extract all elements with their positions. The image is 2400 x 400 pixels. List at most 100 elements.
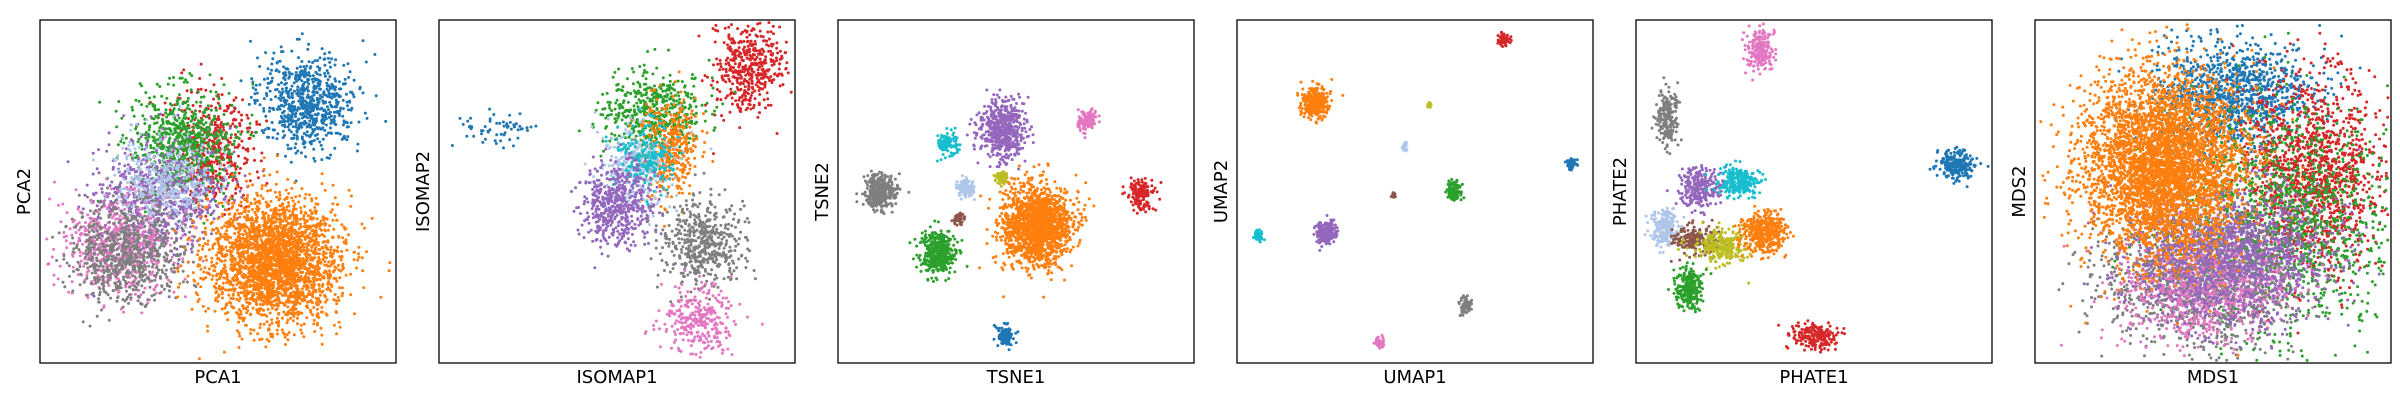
data-point (178, 282, 182, 286)
data-point (185, 144, 189, 147)
data-point (117, 280, 121, 283)
data-point (105, 255, 109, 259)
data-point (222, 113, 226, 116)
data-point (134, 232, 138, 236)
data-point (127, 201, 131, 205)
data-point (160, 220, 164, 224)
data-point (288, 72, 292, 76)
data-point (222, 179, 226, 183)
data-point (291, 119, 295, 123)
data-point (98, 100, 102, 104)
data-point (169, 148, 173, 152)
data-point (301, 107, 305, 110)
data-point (177, 178, 181, 182)
data-point (335, 302, 339, 306)
data-point (251, 80, 255, 84)
data-point (320, 121, 324, 125)
data-point (305, 116, 309, 120)
data-point (99, 199, 103, 203)
data-point (165, 253, 169, 257)
data-point (327, 131, 330, 135)
data-point (341, 114, 345, 118)
data-point (263, 128, 267, 132)
data-point (325, 84, 329, 88)
data-point (136, 230, 140, 234)
data-point (107, 143, 111, 147)
data-point (206, 179, 210, 183)
data-point (189, 225, 193, 229)
data-point (293, 108, 297, 112)
data-point (253, 158, 256, 162)
data-point (186, 132, 190, 136)
data-point (222, 122, 226, 126)
data-point (163, 189, 167, 193)
data-point (84, 252, 88, 256)
data-point (338, 132, 342, 136)
data-point (237, 346, 241, 349)
data-point (104, 244, 107, 248)
data-point (172, 270, 176, 274)
data-point (155, 237, 159, 240)
data-point (120, 264, 124, 268)
data-point (292, 133, 296, 137)
data-point (254, 83, 258, 87)
data-point (84, 255, 88, 259)
data-point (260, 129, 264, 133)
data-point (223, 167, 227, 171)
data-point (71, 265, 75, 269)
data-point (91, 201, 95, 205)
data-point (261, 197, 265, 200)
data-point (228, 158, 232, 162)
data-point (136, 174, 140, 178)
data-point (256, 332, 260, 336)
data-point (180, 144, 184, 148)
data-point (75, 246, 78, 250)
data-point (197, 198, 201, 202)
data-point (328, 126, 332, 130)
data-point (102, 202, 106, 206)
data-point (219, 121, 223, 124)
data-point (296, 85, 300, 89)
data-point (167, 216, 171, 220)
data-point (173, 139, 177, 143)
data-point (311, 105, 315, 109)
data-point (95, 167, 99, 171)
data-point (278, 193, 282, 197)
data-point (212, 97, 216, 101)
data-point (316, 137, 320, 141)
data-point (269, 199, 273, 203)
data-point (203, 110, 207, 114)
data-point (137, 295, 141, 299)
data-point (232, 150, 236, 154)
data-point (148, 96, 151, 100)
data-point (290, 115, 294, 119)
data-point (89, 235, 93, 239)
data-point (134, 259, 138, 263)
data-point (256, 56, 259, 60)
data-point (189, 205, 193, 209)
data-point (181, 166, 184, 170)
data-point (361, 39, 365, 43)
data-point (323, 101, 327, 105)
data-point (78, 265, 82, 269)
data-point (147, 264, 151, 268)
data-point (182, 217, 186, 221)
data-point (311, 80, 315, 84)
data-point (213, 120, 217, 124)
data-point (388, 261, 392, 265)
data-point (121, 146, 125, 150)
data-point (175, 188, 179, 192)
data-point (177, 182, 181, 186)
data-point (162, 255, 166, 259)
data-point (234, 125, 238, 129)
data-point (341, 98, 345, 102)
data-point (175, 99, 179, 103)
data-point (194, 188, 197, 192)
data-point (301, 92, 305, 96)
data-point (312, 86, 316, 90)
data-point (154, 285, 158, 289)
data-point (158, 85, 162, 88)
data-point (241, 98, 245, 102)
data-point (121, 257, 125, 261)
data-point (298, 77, 302, 81)
